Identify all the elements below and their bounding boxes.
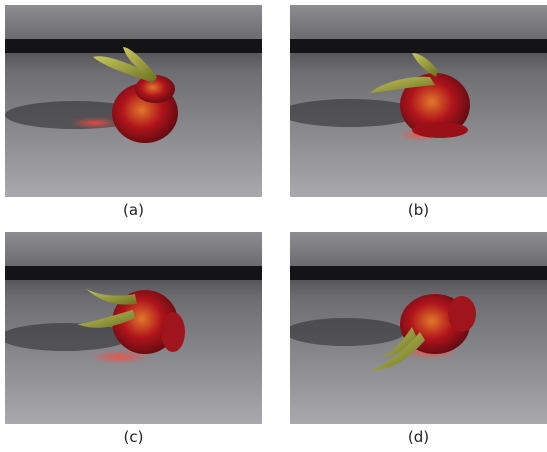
panel-label: (b): [290, 201, 547, 219]
panel-image: [5, 232, 262, 424]
panel-label: (d): [290, 428, 547, 446]
panel-image: [5, 5, 262, 197]
panel-label: (a): [5, 201, 262, 219]
figure: (a) (b) (c) (d) (() => { const data = JS…: [0, 0, 547, 452]
panel-label: (c): [5, 428, 262, 446]
panel-image: [290, 5, 547, 197]
panel-image: [290, 232, 547, 424]
